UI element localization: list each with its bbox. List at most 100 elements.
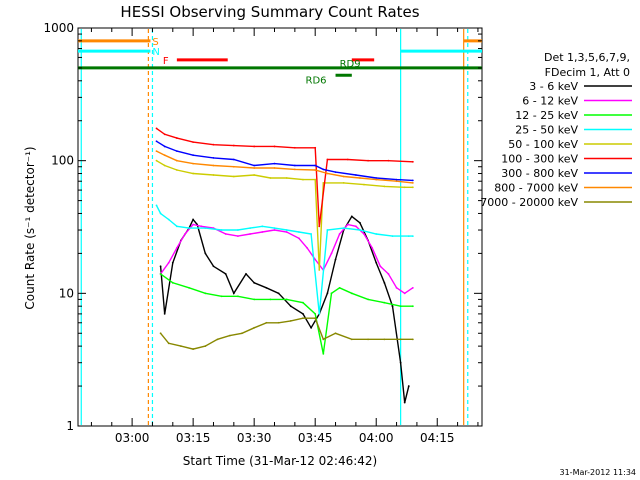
data-point-6-5 (212, 143, 215, 146)
data-point-3-12 (322, 352, 325, 355)
data-point-1-16 (289, 305, 292, 308)
data-point-6-13 (346, 158, 349, 161)
data-point-7-3 (175, 150, 178, 153)
data-point-4-14 (310, 233, 313, 235)
flag-label-rd9: RD9 (340, 59, 361, 70)
data-point-4-19 (375, 233, 378, 235)
data-point-3-10 (302, 301, 304, 304)
data-point-7-4 (192, 154, 195, 157)
legend-label-3: 12 - 25 keV (515, 109, 578, 122)
data-point-7-12 (334, 171, 337, 174)
data-point-4-4 (175, 225, 178, 228)
data-point-6-9 (293, 146, 296, 149)
data-point-8-14 (375, 178, 378, 181)
x-tick-label-3: 03:30 (237, 431, 272, 445)
legend-label-1: 3 - 6 keV (529, 80, 578, 93)
data-point-8-5 (212, 164, 215, 167)
data-point-9-12 (289, 319, 292, 322)
data-point-4-8 (236, 229, 239, 231)
series-line-5 (156, 160, 413, 271)
data-point-3-2 (171, 281, 174, 284)
data-point-1-11 (232, 292, 235, 295)
data-point-7-5 (212, 156, 215, 159)
data-point-2-6 (200, 225, 203, 228)
data-point-3-15 (350, 292, 353, 295)
data-point-9-21 (411, 338, 414, 341)
data-point-5-11 (314, 178, 317, 181)
data-point-8-2 (163, 154, 166, 157)
data-point-9-19 (383, 338, 386, 341)
data-point-5-3 (175, 169, 178, 171)
data-point-4-15 (318, 312, 321, 315)
data-point-8-16 (411, 181, 414, 184)
data-point-2-9 (236, 235, 239, 238)
data-point-9-16 (334, 332, 337, 335)
series-2 (159, 223, 414, 295)
series-line-2 (160, 223, 414, 295)
data-point-8-13 (359, 177, 361, 179)
data-point-8-3 (175, 159, 178, 162)
data-point-5-1 (155, 159, 158, 162)
data-point-9-1 (159, 332, 162, 335)
data-point-1-28 (391, 305, 394, 308)
data-point-5-2 (163, 164, 166, 167)
data-point-8-8 (273, 167, 276, 169)
data-point-4-9 (249, 227, 251, 230)
data-point-5-5 (212, 174, 215, 176)
data-point-9-13 (302, 317, 304, 320)
data-point-6-16 (411, 160, 414, 163)
data-point-4-22 (411, 235, 414, 238)
data-point-6-1 (155, 127, 158, 130)
data-point-7-14 (375, 177, 378, 179)
data-point-2-8 (224, 233, 227, 235)
data-point-4-16 (326, 229, 329, 231)
data-point-2-3 (175, 247, 178, 249)
data-point-2-20 (346, 223, 349, 226)
data-point-1-27 (383, 281, 386, 284)
data-point-1-12 (245, 273, 247, 275)
data-point-4-10 (261, 225, 264, 228)
data-point-6-4 (192, 141, 195, 144)
x-tick-label-1: 03:00 (115, 431, 150, 445)
data-point-4-17 (342, 227, 345, 230)
legend-label-7: 300 - 800 keV (501, 167, 578, 180)
data-point-2-10 (249, 233, 251, 235)
y-tick-label-1: 1 (66, 419, 74, 433)
data-point-7-6 (232, 158, 235, 161)
data-point-8-10 (314, 169, 317, 171)
data-point-1-9 (212, 265, 215, 268)
flag-label-n: N (152, 47, 159, 58)
legend-label-5: 50 - 100 keV (508, 138, 578, 151)
legend-label-9: 7000 - 20000 keV (480, 196, 578, 209)
data-point-3-7 (253, 298, 256, 301)
data-point-9-11 (277, 321, 280, 324)
data-point-3-8 (269, 298, 272, 301)
data-point-4-6 (204, 227, 207, 230)
data-point-3-11 (314, 312, 317, 315)
data-point-5-18 (411, 186, 414, 189)
series-line-4 (155, 205, 413, 314)
data-point-2-13 (285, 231, 288, 233)
data-point-9-14 (314, 317, 317, 320)
y-axis-label: Count Rate (s⁻¹ detector⁻¹) (23, 146, 37, 309)
data-point-6-6 (232, 144, 235, 147)
data-point-9-7 (228, 334, 231, 337)
data-point-8-6 (232, 165, 235, 168)
flag-label-rd6: RD6 (306, 75, 327, 86)
data-point-5-13 (322, 181, 325, 184)
data-point-1-3 (171, 261, 174, 264)
series-4 (155, 204, 414, 315)
data-point-4-7 (220, 229, 223, 231)
data-point-3-14 (338, 286, 341, 289)
data-point-7-9 (293, 164, 296, 167)
x-tick-label-2: 03:15 (176, 431, 211, 445)
data-point-2-19 (338, 233, 341, 235)
data-point-1-26 (375, 261, 378, 264)
data-point-3-17 (383, 301, 386, 304)
data-point-9-6 (216, 338, 219, 341)
data-point-8-11 (326, 172, 329, 175)
data-point-3-19 (411, 305, 414, 308)
series-8 (155, 150, 414, 184)
